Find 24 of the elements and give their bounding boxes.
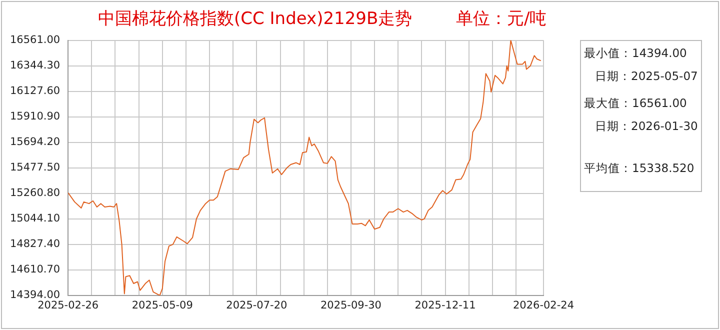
y-tick-label: 14394.00 — [10, 289, 60, 302]
x-tick-label: 2026-02-24 — [512, 299, 574, 312]
y-tick-label: 15910.90 — [10, 110, 60, 123]
y-tick-label: 15044.10 — [10, 212, 60, 225]
text: 最大值：16561.00 — [584, 96, 687, 111]
y-tick-label: 16561.00 — [10, 34, 60, 46]
y-tick-label: 16127.60 — [10, 85, 60, 98]
chart-subtitle: 单位：元/吨 — [456, 8, 547, 30]
text: 最小值：14394.00 — [584, 46, 687, 61]
y-tick-label: 14610.70 — [10, 264, 60, 276]
y-tick-label: 15477.50 — [10, 162, 60, 174]
text: 日期：2026-01-30 — [595, 119, 698, 134]
x-tick-label: 2025-05-09 — [132, 299, 193, 312]
y-tick-label: 15694.20 — [10, 136, 60, 148]
y-tick-label: 14827.40 — [10, 238, 60, 250]
x-tick-label: 2025-02-26 — [38, 299, 99, 312]
y-tick-label: 16344.30 — [10, 60, 60, 72]
y-tick-label: 15260.80 — [10, 187, 60, 200]
x-tick-label: 2025-09-30 — [320, 299, 382, 312]
x-tick-label: 2025-12-11 — [414, 299, 476, 312]
text: 平均值：15338.520 — [584, 161, 694, 176]
chart-title: 中国棉花价格指数(CC Index)2129B走势 — [98, 8, 412, 30]
text: 日期：2025-05-07 — [595, 69, 698, 84]
x-tick-label: 2025-07-20 — [226, 299, 288, 312]
